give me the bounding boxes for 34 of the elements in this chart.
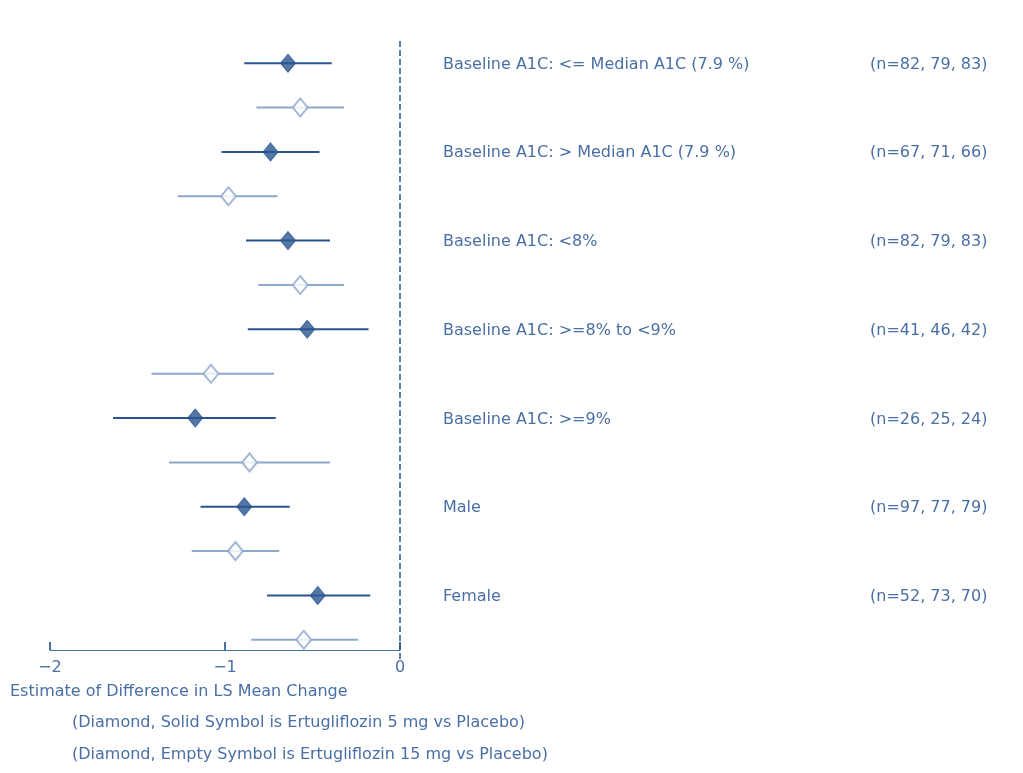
point (220, 186, 237, 207)
point (227, 541, 244, 562)
y-tick-label: Baseline A1C: > Median A1C (7.9 %) (443, 142, 737, 162)
point (241, 452, 258, 473)
point (299, 319, 316, 339)
y2-tick-label: (n=41, 46, 42) (870, 319, 988, 339)
y2-tick-label: (n=52, 73, 70) (870, 585, 988, 605)
text: (Diamond, Empty Symbol is Ertugliflozin 15 mg vs Placebo) (72, 743, 548, 763)
x-axis-title: Estimate of Difference in LS Mean Change (10, 680, 348, 700)
y-tick-label: Male (443, 497, 481, 517)
point (262, 142, 279, 162)
x-tick-label: 0 (394, 656, 406, 676)
x-tick-label: −1 (213, 656, 237, 676)
y-tick-label: Baseline A1C: <= Median A1C (7.9 %) (443, 53, 750, 73)
point (236, 497, 253, 517)
y-tick-label: Baseline A1C: >=9% (443, 408, 611, 428)
y2-tick-label: (n=26, 25, 24) (870, 408, 988, 428)
y-tick-label: Female (443, 585, 501, 605)
text: (Diamond, Solid Symbol is Ertugliflozin 5 mg vs Placebo) (72, 711, 526, 731)
y-tick-label: Baseline A1C: <8% (443, 231, 598, 251)
point (295, 629, 313, 650)
y2-tick-label: (n=82, 79, 83) (870, 53, 988, 73)
point (202, 363, 220, 384)
point (280, 231, 296, 251)
point (291, 274, 309, 295)
y2-tick-label: (n=97, 77, 79) (870, 497, 988, 517)
point (280, 53, 296, 73)
point (309, 585, 326, 605)
point (187, 408, 204, 428)
y2-tick-label: (n=67, 71, 66) (870, 142, 988, 162)
x-tick-label: −2 (38, 656, 62, 676)
point (291, 97, 309, 118)
y2-tick-label: (n=82, 79, 83) (870, 231, 988, 251)
y-tick-label: Baseline A1C: >=8% to <9% (443, 319, 676, 339)
